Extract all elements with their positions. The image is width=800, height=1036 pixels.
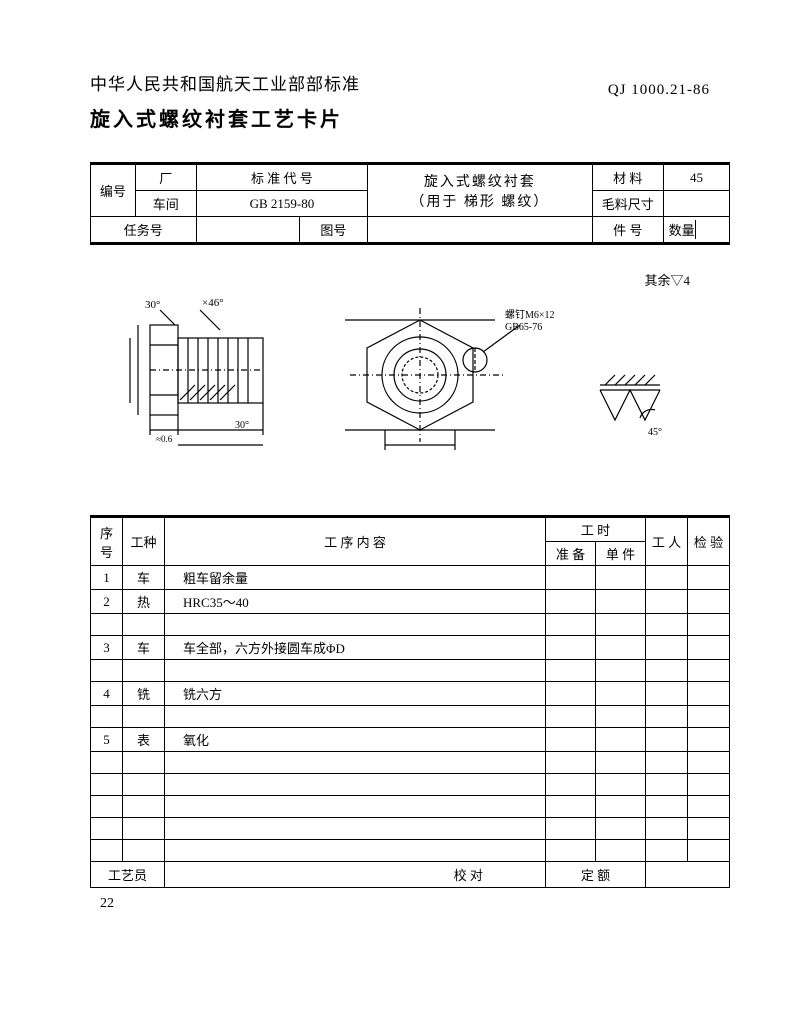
h-unit: 单 件 [596, 542, 646, 566]
svg-text:螺钉M6×12: 螺钉M6×12 [505, 309, 555, 321]
svg-text:≈0.6: ≈0.6 [156, 434, 173, 444]
f-approve: 定 额 [546, 862, 646, 888]
proc-row-spacer [91, 774, 730, 796]
process-table: 序号 工种 工 序 内 容 工 时 工 人 检 验 准 备 单 件 1 车 粗车… [90, 515, 730, 888]
cell-task-value [196, 217, 299, 244]
info-table: 编号 厂 标 准 代 号 旋入式螺纹衬套 （用于 梯形 螺纹） 材 料 45 车… [90, 162, 730, 245]
cell-tiny: 编号 [91, 164, 136, 217]
cell-std-value: GB 2159-80 [196, 191, 368, 217]
cell-material-value: 45 [663, 164, 729, 191]
cell-drawing-value [368, 217, 592, 244]
cell-material-label: 材 料 [592, 164, 663, 191]
proc-row-spacer [91, 660, 730, 682]
proc-row-spacer [91, 752, 730, 774]
cell-name1: 旋入式螺纹衬套 （用于 梯形 螺纹） [368, 164, 592, 217]
h-insp: 检 验 [688, 517, 730, 566]
header-block: 中华人民共和国航天工业部部标准 旋入式螺纹衬套工艺卡片 QJ 1000.21-8… [90, 70, 730, 132]
technical-drawing: 30° ×46° 30° ≈0.6 [90, 270, 730, 495]
cell-factory: 厂 [135, 164, 196, 191]
proc-row: 2 热 HRC35～40 [91, 590, 730, 614]
h-prep: 准 备 [546, 542, 596, 566]
cell-workshop: 车间 [135, 191, 196, 217]
proc-row-spacer [91, 706, 730, 728]
f-check-cell: 校 对 [165, 862, 546, 888]
h-type: 工种 [123, 517, 165, 566]
proc-row: 1 车 粗车留余量 [91, 566, 730, 590]
h-time: 工 时 [546, 517, 646, 542]
h-seq: 序号 [91, 517, 123, 566]
drawing-area: 其余▽4 [90, 270, 730, 495]
cell-part-block: 数量 [663, 217, 729, 244]
proc-footer: 工艺员 校 对 定 额 [91, 862, 730, 888]
header-left: 中华人民共和国航天工业部部标准 旋入式螺纹衬套工艺卡片 [90, 70, 360, 132]
proc-row-spacer [91, 796, 730, 818]
org-title: 中华人民共和国航天工业部部标准 [90, 70, 360, 95]
f-blank [646, 862, 730, 888]
doc-code: QJ 1000.21-86 [608, 82, 710, 99]
svg-text:30°: 30° [145, 299, 160, 311]
h-worker: 工 人 [646, 517, 688, 566]
cell-drawing-label: 图号 [299, 217, 368, 244]
proc-row: 5 表 氧化 [91, 728, 730, 752]
cell-std-label: 标 准 代 号 [196, 164, 368, 191]
svg-text:45°: 45° [648, 427, 662, 438]
proc-row: 3 车 车全部，六方外接圆车成ΦD [91, 636, 730, 660]
document-page: 中华人民共和国航天工业部部标准 旋入式螺纹衬套工艺卡片 QJ 1000.21-8… [0, 0, 800, 952]
svg-text:GB65-76: GB65-76 [505, 322, 542, 333]
cell-blank-label: 毛料尺寸 [592, 191, 663, 217]
svg-text:30°: 30° [235, 420, 249, 431]
page-number: 22 [100, 896, 730, 912]
proc-row-spacer [91, 614, 730, 636]
proc-row-spacer [91, 818, 730, 840]
doc-title: 旋入式螺纹衬套工艺卡片 [90, 103, 360, 132]
cell-task-label: 任务号 [91, 217, 197, 244]
proc-row: 4 铣 铣六方 [91, 682, 730, 706]
svg-text:×46°: ×46° [202, 297, 224, 309]
cell-part-label: 件 号 [592, 217, 663, 244]
h-content: 工 序 内 容 [165, 517, 546, 566]
proc-row-spacer [91, 840, 730, 862]
cell-blank-value [663, 191, 729, 217]
f-tech: 工艺员 [91, 862, 165, 888]
proc-header-row1: 序号 工种 工 序 内 容 工 时 工 人 检 验 [91, 517, 730, 542]
